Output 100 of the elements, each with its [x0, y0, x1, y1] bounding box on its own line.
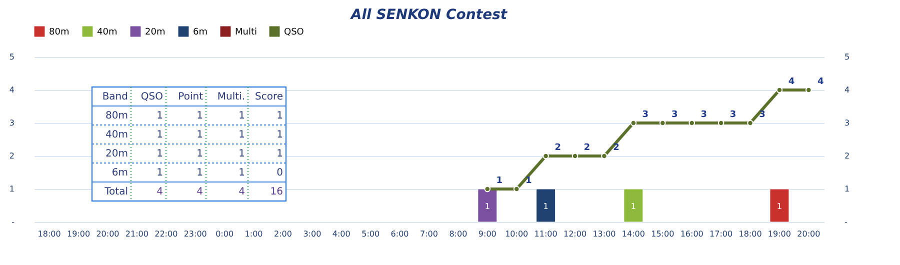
- data-label: 3: [642, 110, 649, 120]
- annotation: 1: [276, 130, 283, 140]
- annotation: 1: [238, 110, 245, 122]
- y-tick-label: 2: [9, 152, 14, 160]
- annotation: QSO: [140, 92, 164, 102]
- annotation: 1: [196, 168, 203, 178]
- legend-label: 80m: [49, 28, 70, 38]
- legend-label: QSO: [284, 28, 304, 38]
- data-label: 1: [630, 202, 636, 211]
- data-label: 4: [818, 77, 824, 87]
- annotation: 1: [238, 148, 245, 160]
- point: [688, 120, 695, 126]
- point: [572, 152, 578, 160]
- x-tick-label: 11:00: [534, 230, 558, 238]
- chart-title: All SENKON Contest: [350, 7, 508, 23]
- x-tick-label: 22:00: [154, 230, 178, 238]
- y-tick-label: 4: [9, 86, 14, 94]
- y2-tick-label: 2: [844, 152, 850, 160]
- x-tick-label: 5:00: [362, 230, 380, 238]
- point: [513, 186, 520, 192]
- legend-label: Multi: [235, 28, 257, 38]
- annotation: Point: [178, 92, 204, 102]
- data-label: 2: [613, 143, 620, 153]
- annotation: 6m: [112, 168, 128, 178]
- y2-tick-label: 1: [844, 184, 850, 194]
- annotation: 1: [238, 168, 245, 178]
- point: [718, 120, 724, 126]
- annotation: 1: [156, 130, 163, 140]
- annotation: 0: [276, 168, 283, 178]
- annotation: Band: [102, 92, 128, 102]
- point: [776, 86, 783, 94]
- x-tick-label: 17:00: [710, 230, 733, 238]
- x-tick-label: 6:00: [390, 230, 409, 238]
- x-tick-label: 19:00: [67, 230, 90, 238]
- x-tick-label: 18:00: [738, 230, 762, 238]
- y2-tick-label: 3: [844, 118, 850, 128]
- data-label: 1: [543, 202, 548, 211]
- point: [747, 120, 754, 126]
- annotation: 4: [156, 186, 163, 198]
- x-tick-label: 0:00: [216, 230, 234, 238]
- data-label: 3: [700, 110, 707, 120]
- annotation: 4: [196, 186, 203, 198]
- annotation: Multi.: [217, 92, 245, 102]
- legend-label: 20m: [145, 28, 166, 38]
- annotation: 1: [156, 110, 163, 122]
- point: [659, 120, 666, 126]
- x-tick-label: 12:00: [563, 230, 587, 238]
- point: [484, 186, 491, 192]
- data-label: 1: [525, 176, 532, 186]
- x-tick-label: 10:00: [505, 230, 528, 238]
- data-label: 3: [759, 110, 766, 120]
- annotation: 1: [238, 130, 245, 140]
- point: [601, 152, 608, 160]
- x-tick-label: 2:00: [274, 230, 292, 238]
- x-tick-label: 18:00: [38, 230, 61, 238]
- legend-label: 6m: [193, 28, 208, 38]
- x-tick-label: 3:00: [303, 230, 322, 238]
- legend-label: 40m: [97, 28, 118, 38]
- y2-tick-label: 4: [844, 86, 850, 94]
- x-tick-label: 7:00: [420, 230, 438, 238]
- x-tick-label: 4:00: [332, 230, 350, 238]
- y2-tick-label: -: [844, 218, 848, 226]
- annotation: 1: [156, 168, 163, 178]
- annotation: 80m: [106, 110, 128, 122]
- x-tick-label: 19:00: [768, 230, 791, 238]
- point: [542, 152, 549, 160]
- x-tick-label: 16:00: [680, 230, 704, 238]
- x-tick-label: 15:00: [651, 230, 674, 238]
- x-tick-label: 13:00: [592, 230, 616, 238]
- x-tick-label: 20:00: [797, 230, 820, 238]
- data-label: 1: [484, 202, 490, 211]
- x-tick-label: 1:00: [244, 230, 263, 238]
- annotation: 1: [196, 110, 203, 122]
- y-tick-label: 3: [9, 118, 14, 128]
- y-tick-label: -: [12, 218, 15, 226]
- annotation: 4: [238, 186, 245, 198]
- x-tick-label: 14:00: [622, 230, 645, 238]
- y-tick-label: 5: [9, 52, 14, 62]
- x-tick-label: 20:00: [96, 230, 120, 238]
- annotation: 1: [276, 110, 283, 122]
- data-label: 2: [554, 143, 561, 153]
- data-label: 1: [776, 202, 782, 211]
- annotation: 40m: [106, 130, 128, 140]
- x-tick-label: 23:00: [184, 230, 207, 238]
- y2-tick-label: 5: [844, 52, 850, 62]
- data-label: 3: [730, 110, 736, 120]
- x-tick-label: 21:00: [125, 230, 148, 238]
- annotation: 20m: [106, 148, 128, 160]
- data-label: 4: [788, 77, 795, 87]
- annotation: Total: [104, 186, 128, 198]
- y-tick-label: 1: [9, 184, 14, 194]
- x-tick-label: 9:00: [478, 230, 496, 238]
- point: [806, 86, 812, 94]
- data-label: 1: [496, 176, 503, 186]
- annotation: 16: [270, 186, 283, 198]
- annotation: 1: [156, 148, 163, 160]
- annotation: 1: [196, 130, 203, 140]
- data-label: 2: [584, 143, 590, 153]
- annotation: Score: [254, 92, 283, 102]
- data-label: 3: [672, 110, 678, 120]
